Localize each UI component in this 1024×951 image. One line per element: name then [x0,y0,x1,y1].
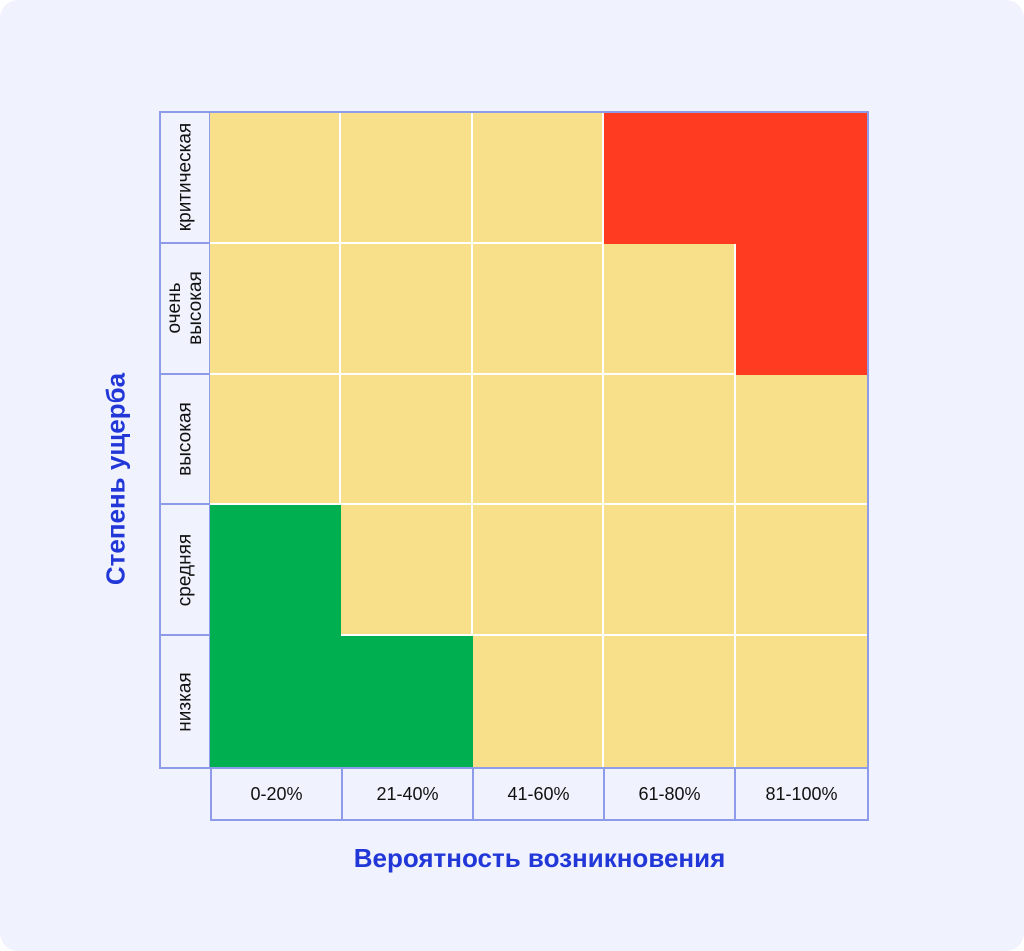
risk-cell-r2-c5 [735,243,867,375]
y-label-cell: очень высокая [161,244,209,375]
risk-cell-r5-c1 [210,636,342,767]
y-tick-label: средняя [174,533,196,606]
risk-cell-r4-c2 [341,505,473,637]
x-tick-label: 41-60% [474,769,605,819]
y-tick-label: высокая [174,402,196,476]
risk-cell-r3-c2 [341,374,473,506]
risk-matrix-grid [210,111,869,769]
risk-cell-r4-c5 [735,505,867,637]
risk-cell-r1-c3 [472,113,605,244]
risk-cell-r1-c1 [210,113,342,244]
risk-cell-r1-c4 [604,113,736,244]
risk-cell-r4-c3 [472,505,605,637]
risk-cell-r5-c4 [604,636,736,767]
x-tick-label: 21-40% [343,769,474,819]
risk-cell-r2-c2 [341,243,473,375]
y-axis-labels: критическая очень высокая высокая средняя ни… [159,111,211,769]
x-axis-title: Вероятность возникновения [353,843,726,873]
risk-cell-r3-c5 [735,374,867,506]
risk-cell-r3-c1 [210,374,342,506]
x-tick-label: 81-100% [765,783,838,804]
risk-cell-r2-c4 [604,243,736,375]
x-tick-label: 0-20% [212,769,343,819]
y-label-cell: низкая [161,636,209,767]
risk-cell-r5-c5 [735,636,867,767]
risk-cell-r1-c2 [341,113,473,244]
x-tick-label: 61-80% [605,769,736,819]
y-label-cell: высокая [161,375,209,506]
y-tick-label: критическая [174,123,196,232]
risk-cell-r5-c3 [472,636,605,767]
risk-cell-r4-c4 [604,505,736,637]
y-tick-label: низкая [174,671,196,732]
y-axis-title: Степень ущерба [100,372,131,586]
y-label-cell: критическая [161,113,209,244]
risk-cell-r3-c3 [472,374,605,506]
risk-cell-r5-c2 [341,636,473,767]
risk-cell-r2-c3 [472,243,605,375]
x-axis-labels: 0-20% 21-40% 41-60% 61-80% 81-100% [210,769,869,821]
y-label-cell: средняя [161,505,209,637]
risk-cell-r4-c1 [210,505,342,637]
risk-cell-r1-c5 [735,113,867,244]
risk-cell-r3-c4 [604,374,736,506]
risk-cell-r2-c1 [210,243,342,375]
y-tick-label: очень высокая [164,271,206,345]
